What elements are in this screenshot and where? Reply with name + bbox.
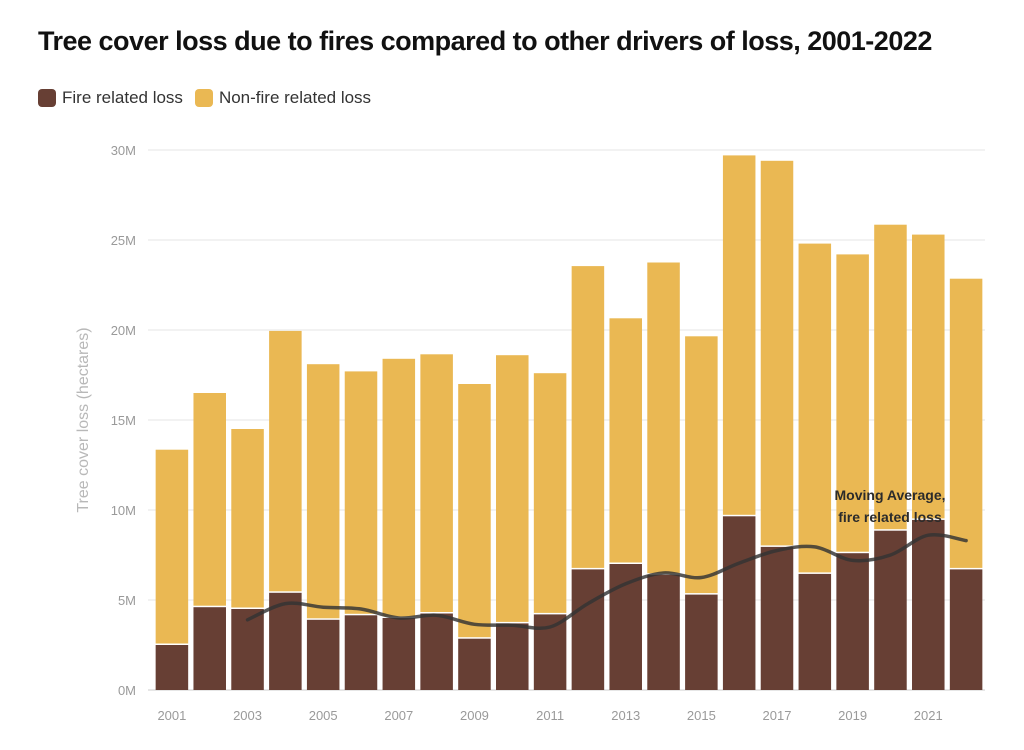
bar-fire-2004 bbox=[269, 592, 302, 690]
bar-fire-2002 bbox=[193, 607, 226, 690]
bar-fire-2018 bbox=[798, 573, 832, 690]
bar-fire-2003 bbox=[231, 609, 264, 690]
annotation-line-1: Moving Average, bbox=[835, 487, 946, 503]
x-tick-label: 2019 bbox=[838, 708, 867, 723]
y-tick-label: 5M bbox=[118, 593, 136, 608]
bar-nonfire-2009 bbox=[458, 384, 491, 638]
x-tick-label: 2017 bbox=[763, 708, 792, 723]
bar-nonfire-2014 bbox=[647, 262, 680, 574]
moving-average bbox=[245, 532, 968, 631]
bar-nonfire-2020 bbox=[874, 224, 907, 530]
bar-nonfire-2008 bbox=[420, 354, 453, 612]
bar-nonfire-2002 bbox=[193, 393, 226, 606]
bar-fire-2009 bbox=[458, 638, 491, 690]
x-tick-label: 2007 bbox=[384, 708, 413, 723]
bar-fire-2016 bbox=[722, 516, 756, 690]
bar-fire-2014 bbox=[647, 574, 680, 690]
x-tick-label: 2015 bbox=[687, 708, 716, 723]
bar-nonfire-2017 bbox=[760, 160, 794, 546]
bar-nonfire-2011 bbox=[533, 373, 567, 613]
bars bbox=[155, 155, 983, 690]
annotation-line-2: fire related loss bbox=[838, 509, 942, 525]
bar-fire-2007 bbox=[382, 618, 416, 690]
bar-nonfire-2021 bbox=[912, 234, 945, 519]
bar-fire-2022 bbox=[949, 569, 983, 690]
bar-nonfire-2016 bbox=[722, 155, 756, 515]
bar-nonfire-2004 bbox=[269, 330, 302, 592]
y-tick-label: 0M bbox=[118, 683, 136, 698]
bar-nonfire-2013 bbox=[609, 318, 642, 563]
y-tick-label: 30M bbox=[111, 143, 136, 158]
y-tick-label: 10M bbox=[111, 503, 136, 518]
x-tick-label: 2003 bbox=[233, 708, 262, 723]
legend-item-nonfire: Non-fire related loss bbox=[194, 88, 372, 108]
x-tick-label: 2013 bbox=[611, 708, 640, 723]
legend-label-nonfire: Non-fire related loss bbox=[218, 88, 372, 107]
y-tick-label: 20M bbox=[111, 323, 136, 338]
bar-nonfire-2005 bbox=[306, 364, 340, 619]
bar-fire-2010 bbox=[496, 623, 529, 690]
y-tick-labels: 0M 5M 10M 15M 20M 25M 30M bbox=[111, 143, 136, 698]
x-tick-labels: 2001 2003 2005 2007 2009 2011 2013 2015 2017 2019… bbox=[157, 708, 942, 723]
x-tick-label: 2005 bbox=[309, 708, 338, 723]
legend-swatch-fire bbox=[38, 89, 56, 107]
bar-nonfire-2015 bbox=[685, 336, 718, 594]
bar-fire-2001 bbox=[155, 645, 189, 690]
chart-title: Tree cover loss due to fires compared to… bbox=[38, 26, 932, 56]
x-tick-label: 2001 bbox=[157, 708, 186, 723]
bar-nonfire-2007 bbox=[382, 358, 416, 617]
y-axis-label: Tree cover loss (hectares) bbox=[75, 327, 92, 512]
bar-nonfire-2018 bbox=[798, 243, 832, 573]
bar-fire-2008 bbox=[420, 613, 453, 690]
x-tick-label: 2021 bbox=[914, 708, 943, 723]
bar-fire-2015 bbox=[685, 594, 718, 690]
bar-fire-2006 bbox=[344, 615, 378, 690]
y-tick-label: 25M bbox=[111, 233, 136, 248]
bar-fire-2019 bbox=[836, 553, 869, 690]
bar-nonfire-2019 bbox=[836, 254, 869, 552]
legend-item-fire: Fire related loss bbox=[38, 88, 183, 108]
bar-nonfire-2022 bbox=[949, 278, 983, 568]
legend-label-fire: Fire related loss bbox=[62, 88, 183, 107]
bar-nonfire-2003 bbox=[231, 429, 264, 608]
bar-nonfire-2010 bbox=[496, 355, 529, 622]
bar-nonfire-2006 bbox=[344, 371, 378, 614]
bar-fire-2005 bbox=[306, 619, 340, 690]
bar-fire-2012 bbox=[571, 569, 605, 690]
legend: Fire related loss Non-fire related loss bbox=[38, 88, 383, 108]
bar-fire-2017 bbox=[760, 546, 794, 690]
x-tick-label: 2009 bbox=[460, 708, 489, 723]
bar-fire-2021 bbox=[912, 519, 945, 690]
x-tick-label: 2011 bbox=[536, 708, 564, 723]
bar-nonfire-2001 bbox=[155, 449, 189, 644]
bar-nonfire-2012 bbox=[571, 266, 605, 568]
moving-average-line bbox=[245, 532, 968, 631]
y-tick-label: 15M bbox=[111, 413, 136, 428]
legend-swatch-nonfire bbox=[194, 89, 213, 107]
